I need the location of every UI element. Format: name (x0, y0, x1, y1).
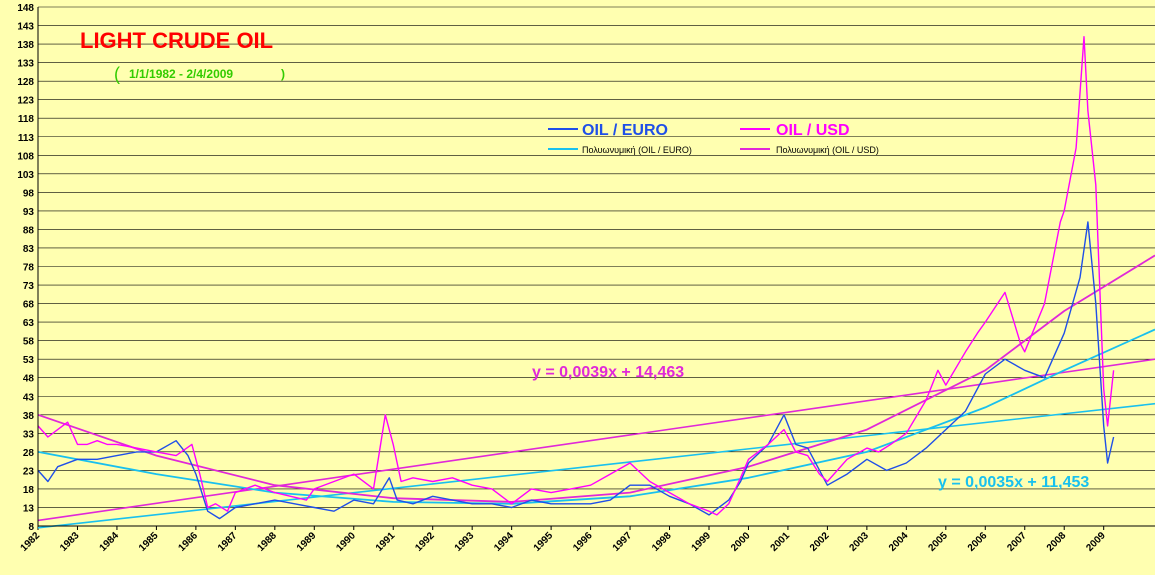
linear-trendline-0 (37, 358, 1155, 522)
y-tick-label-68: 68 (23, 300, 35, 311)
y-tick-label-53: 53 (23, 355, 35, 366)
series-line-oil-euro (37, 221, 1115, 520)
series-line-πολυωνυμικ-oil-euro- (37, 328, 1155, 505)
subtitle-close-paren: ) (281, 67, 285, 81)
subtitle-open-paren: ( (114, 64, 120, 84)
series-line-πολυωνυμικ-oil-usd- (37, 254, 1155, 503)
legend-label-usd: OIL / USD (776, 122, 850, 139)
y-tick-label-43: 43 (23, 392, 35, 403)
series-lines (37, 36, 1155, 520)
y-tick-label-123: 123 (17, 96, 34, 107)
chart-title: LIGHT CRUDE OIL (80, 28, 273, 53)
y-tick-label-103: 103 (17, 170, 34, 181)
y-tick-label-108: 108 (17, 151, 34, 162)
y-tick-label-113: 113 (18, 133, 35, 144)
y-tick-label-33: 33 (23, 429, 35, 440)
legend-label-usd-trend: Πολυωνυμική (OIL / USD) (776, 145, 879, 155)
y-tick-label-138: 138 (17, 40, 34, 51)
usd-trend-equation: y = 0,0039x + 14,463 (532, 364, 684, 381)
y-tick-label-13: 13 (23, 503, 35, 514)
y-tick-label-83: 83 (23, 244, 35, 255)
legend: OIL / EURO OIL / USD Πολυωνυμική (OIL / … (548, 122, 879, 155)
linear-trendline-1 (37, 402, 1155, 529)
y-tick-label-8: 8 (28, 522, 34, 533)
legend-label-euro-trend: Πολυωνυμική (OIL / EURO) (582, 145, 692, 155)
y-tick-label-128: 128 (17, 77, 34, 88)
series-line-oil-usd (37, 36, 1115, 516)
legend-label-euro: OIL / EURO (582, 122, 668, 139)
y-tick-label-118: 118 (18, 114, 35, 125)
y-tick-label-148: 148 (17, 3, 34, 14)
y-tick-label-48: 48 (23, 374, 35, 385)
y-tick-label-28: 28 (23, 448, 35, 459)
y-tick-label-93: 93 (23, 207, 35, 218)
gridlines (38, 6, 1155, 527)
y-tick-label-133: 133 (17, 59, 34, 70)
y-tick-label-98: 98 (23, 188, 35, 199)
y-tick-label-63: 63 (23, 318, 35, 329)
y-tick-label-23: 23 (23, 466, 35, 477)
chart-subtitle: 1/1/1982 - 2/4/2009 (129, 67, 233, 81)
y-tick-label-143: 143 (17, 22, 34, 33)
y-tick-label-58: 58 (23, 337, 35, 348)
y-tick-label-73: 73 (23, 281, 35, 292)
y-tick-label-78: 78 (23, 263, 35, 274)
y-tick-label-38: 38 (23, 411, 35, 422)
y-axis-ticks: 8 13 18 23 28 33 38 43 48 53 58 63 68 73 78 83 88 93 98 103… (17, 3, 34, 533)
trend-lines (37, 358, 1155, 529)
y-tick-label-88: 88 (23, 225, 35, 236)
y-tick-label-18: 18 (23, 485, 35, 496)
euro-trend-equation: y = 0,0035x + 11,453 (938, 474, 1089, 491)
